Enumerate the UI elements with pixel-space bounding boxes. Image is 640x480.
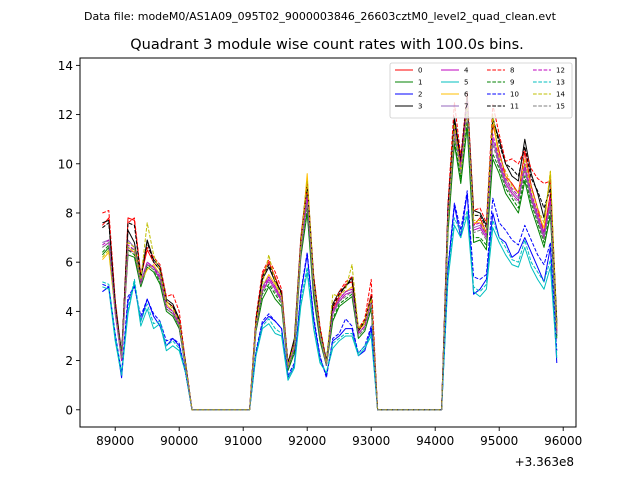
y-tick-label: 8 <box>65 206 73 220</box>
x-tick-label: 91000 <box>224 434 262 448</box>
legend-label-1: 1 <box>418 79 422 87</box>
legend-label-4: 4 <box>464 67 469 75</box>
x-tick-label: 93000 <box>352 434 390 448</box>
legend-frame <box>389 62 573 119</box>
plot-area: 89000 90000 91000 92000 93000 94000 95000 96000… <box>58 57 582 469</box>
suptitle: Data file: modeM0/AS1A09_095T02_90000038… <box>84 10 557 23</box>
x-tick-label: 94000 <box>416 434 454 448</box>
legend-label-12: 12 <box>556 67 565 75</box>
y-tick-label: 14 <box>58 59 73 73</box>
legend-label-7: 7 <box>464 103 468 111</box>
y-tick-label: 12 <box>58 108 73 122</box>
series-layer <box>102 91 558 411</box>
x-tick-label: 89000 <box>96 434 134 448</box>
series-8-line <box>102 91 558 411</box>
series-13-line <box>102 210 558 411</box>
legend-label-15: 15 <box>556 103 565 111</box>
legend-label-9: 9 <box>510 79 514 87</box>
x-axis: 89000 90000 91000 92000 93000 94000 95000 96000 <box>96 427 582 448</box>
legend-label-5: 5 <box>464 79 468 87</box>
x-tick-label: 92000 <box>288 434 326 448</box>
x-tick-label: 96000 <box>544 434 582 448</box>
legend-label-13: 13 <box>556 79 565 87</box>
legend-label-6: 6 <box>464 91 469 99</box>
series-12-line <box>102 101 558 411</box>
legend-label-10: 10 <box>510 91 519 99</box>
y-axis: 0 2 4 6 8 10 12 14 <box>58 59 80 417</box>
legend-label-0: 0 <box>418 67 422 75</box>
x-tick-label: 95000 <box>480 434 518 448</box>
series-15-line <box>102 111 558 411</box>
x-tick-label: 90000 <box>160 434 198 448</box>
legend-label-8: 8 <box>510 67 514 75</box>
axes-frame <box>79 57 577 428</box>
y-tick-label: 6 <box>65 256 73 270</box>
series-14-line <box>102 106 558 411</box>
y-tick-label: 10 <box>58 157 73 171</box>
y-tick-label: 0 <box>65 403 73 417</box>
legend-label-11: 11 <box>510 103 519 111</box>
y-tick-label: 4 <box>65 305 73 319</box>
series-11-line <box>102 96 558 411</box>
legend-label-14: 14 <box>556 91 565 99</box>
legend-label-3: 3 <box>418 103 422 111</box>
x-offset-label: +3.363e8 <box>515 455 574 469</box>
y-tick-label: 2 <box>65 354 73 368</box>
chart-title: Quadrant 3 module wise count rates with … <box>130 37 524 53</box>
legend-label-2: 2 <box>418 91 422 99</box>
